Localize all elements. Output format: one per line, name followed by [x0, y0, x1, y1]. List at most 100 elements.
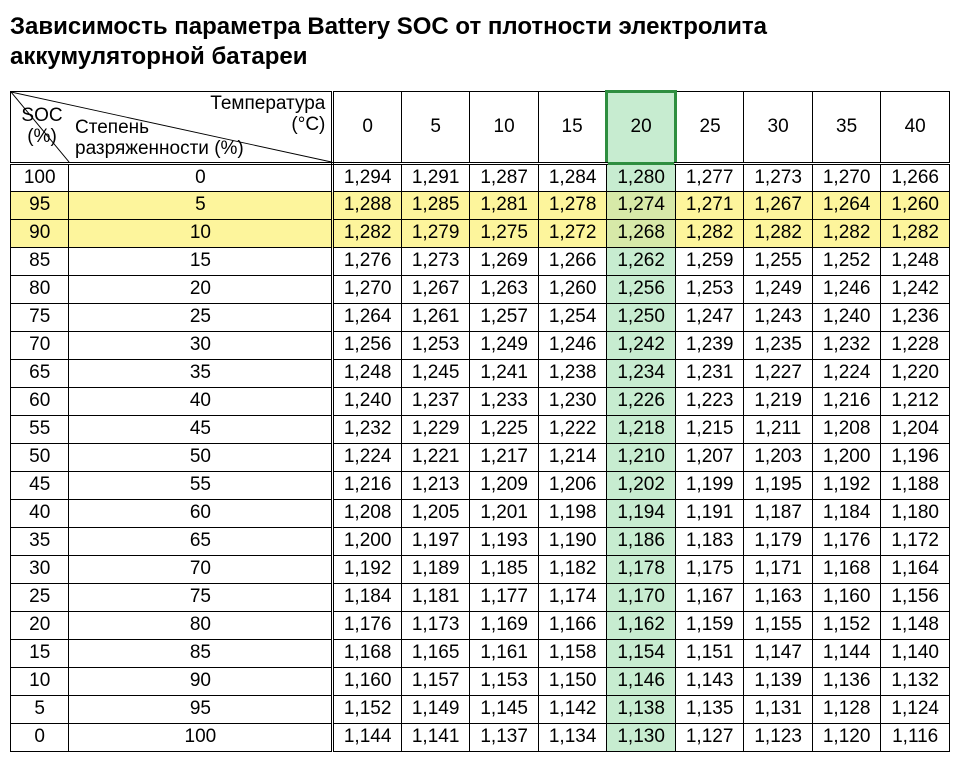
density-cell: 1,208	[333, 500, 402, 528]
density-cell: 1,280	[607, 164, 676, 192]
density-cell: 1,219	[744, 388, 813, 416]
density-cell: 1,279	[401, 220, 470, 248]
density-cell: 1,120	[812, 724, 881, 752]
temp-header: 25	[675, 92, 744, 164]
density-cell: 1,254	[538, 304, 607, 332]
density-cell: 1,278	[538, 192, 607, 220]
density-cell: 1,190	[538, 528, 607, 556]
density-cell: 1,116	[881, 724, 950, 752]
temp-header: 5	[401, 92, 470, 164]
table-row: 5951,1521,1491,1451,1421,1381,1351,1311,…	[11, 696, 950, 724]
soc-cell: 30	[11, 556, 69, 584]
density-cell: 1,198	[538, 500, 607, 528]
density-cell: 1,221	[401, 444, 470, 472]
density-cell: 1,175	[675, 556, 744, 584]
table-row: 40601,2081,2051,2011,1981,1941,1911,1871…	[11, 500, 950, 528]
density-cell: 1,267	[744, 192, 813, 220]
density-cell: 1,130	[607, 724, 676, 752]
discharge-cell: 55	[69, 472, 333, 500]
density-cell: 1,166	[538, 612, 607, 640]
temp-label-2: (°C)	[291, 114, 325, 135]
density-cell: 1,239	[675, 332, 744, 360]
density-cell: 1,218	[607, 416, 676, 444]
density-cell: 1,223	[675, 388, 744, 416]
density-cell: 1,132	[881, 668, 950, 696]
density-cell: 1,270	[333, 276, 402, 304]
discharge-cell: 10	[69, 220, 333, 248]
density-cell: 1,246	[812, 276, 881, 304]
temp-header: 15	[538, 92, 607, 164]
density-cell: 1,256	[333, 332, 402, 360]
density-cell: 1,168	[333, 640, 402, 668]
page-title: Зависимость параметра Battery SOC от пло…	[10, 12, 950, 72]
density-cell: 1,192	[812, 472, 881, 500]
table-row: 75251,2641,2611,2571,2541,2501,2471,2431…	[11, 304, 950, 332]
temp-header: 10	[470, 92, 539, 164]
density-cell: 1,240	[333, 388, 402, 416]
density-cell: 1,242	[607, 332, 676, 360]
density-cell: 1,150	[538, 668, 607, 696]
density-cell: 1,260	[881, 192, 950, 220]
density-cell: 1,152	[812, 612, 881, 640]
discharge-cell: 75	[69, 584, 333, 612]
density-cell: 1,182	[538, 556, 607, 584]
discharge-cell: 45	[69, 416, 333, 444]
density-cell: 1,147	[744, 640, 813, 668]
density-cell: 1,173	[401, 612, 470, 640]
density-cell: 1,180	[881, 500, 950, 528]
density-cell: 1,259	[675, 248, 744, 276]
density-cell: 1,208	[812, 416, 881, 444]
table-row: 50501,2241,2211,2171,2141,2101,2071,2031…	[11, 444, 950, 472]
density-cell: 1,193	[470, 528, 539, 556]
discharge-cell: 40	[69, 388, 333, 416]
density-cell: 1,171	[744, 556, 813, 584]
density-cell: 1,179	[744, 528, 813, 556]
discharge-cell: 50	[69, 444, 333, 472]
density-cell: 1,232	[333, 416, 402, 444]
table-row: 25751,1841,1811,1771,1741,1701,1671,1631…	[11, 584, 950, 612]
density-cell: 1,294	[333, 164, 402, 192]
density-cell: 1,237	[401, 388, 470, 416]
density-cell: 1,140	[881, 640, 950, 668]
density-cell: 1,229	[401, 416, 470, 444]
soc-cell: 10	[11, 668, 69, 696]
discharge-cell: 35	[69, 360, 333, 388]
table-row: 80201,2701,2671,2631,2601,2561,2531,2491…	[11, 276, 950, 304]
density-cell: 1,268	[607, 220, 676, 248]
density-cell: 1,272	[538, 220, 607, 248]
density-cell: 1,170	[607, 584, 676, 612]
density-cell: 1,226	[607, 388, 676, 416]
soc-cell: 100	[11, 164, 69, 192]
density-cell: 1,157	[401, 668, 470, 696]
density-cell: 1,249	[744, 276, 813, 304]
density-cell: 1,186	[607, 528, 676, 556]
density-cell: 1,211	[744, 416, 813, 444]
discharge-label-2: разряженности (%)	[75, 138, 244, 159]
discharge-cell: 80	[69, 612, 333, 640]
density-cell: 1,200	[333, 528, 402, 556]
density-cell: 1,131	[744, 696, 813, 724]
density-cell: 1,273	[401, 248, 470, 276]
density-cell: 1,247	[675, 304, 744, 332]
density-cell: 1,160	[812, 584, 881, 612]
density-cell: 1,187	[744, 500, 813, 528]
density-cell: 1,136	[812, 668, 881, 696]
density-cell: 1,194	[607, 500, 676, 528]
density-cell: 1,200	[812, 444, 881, 472]
table-row: 15851,1681,1651,1611,1581,1541,1511,1471…	[11, 640, 950, 668]
density-cell: 1,185	[470, 556, 539, 584]
density-cell: 1,149	[401, 696, 470, 724]
density-cell: 1,207	[675, 444, 744, 472]
density-cell: 1,246	[538, 332, 607, 360]
density-cell: 1,153	[470, 668, 539, 696]
table-header-row: SOC (%) Температура (°C) Степень разряже…	[11, 92, 950, 164]
density-cell: 1,216	[812, 388, 881, 416]
soc-label-1: SOC	[21, 105, 62, 126]
density-cell: 1,248	[881, 248, 950, 276]
density-cell: 1,191	[675, 500, 744, 528]
density-cell: 1,276	[333, 248, 402, 276]
density-cell: 1,137	[470, 724, 539, 752]
soc-cell: 95	[11, 192, 69, 220]
soc-cell: 0	[11, 724, 69, 752]
density-cell: 1,253	[675, 276, 744, 304]
